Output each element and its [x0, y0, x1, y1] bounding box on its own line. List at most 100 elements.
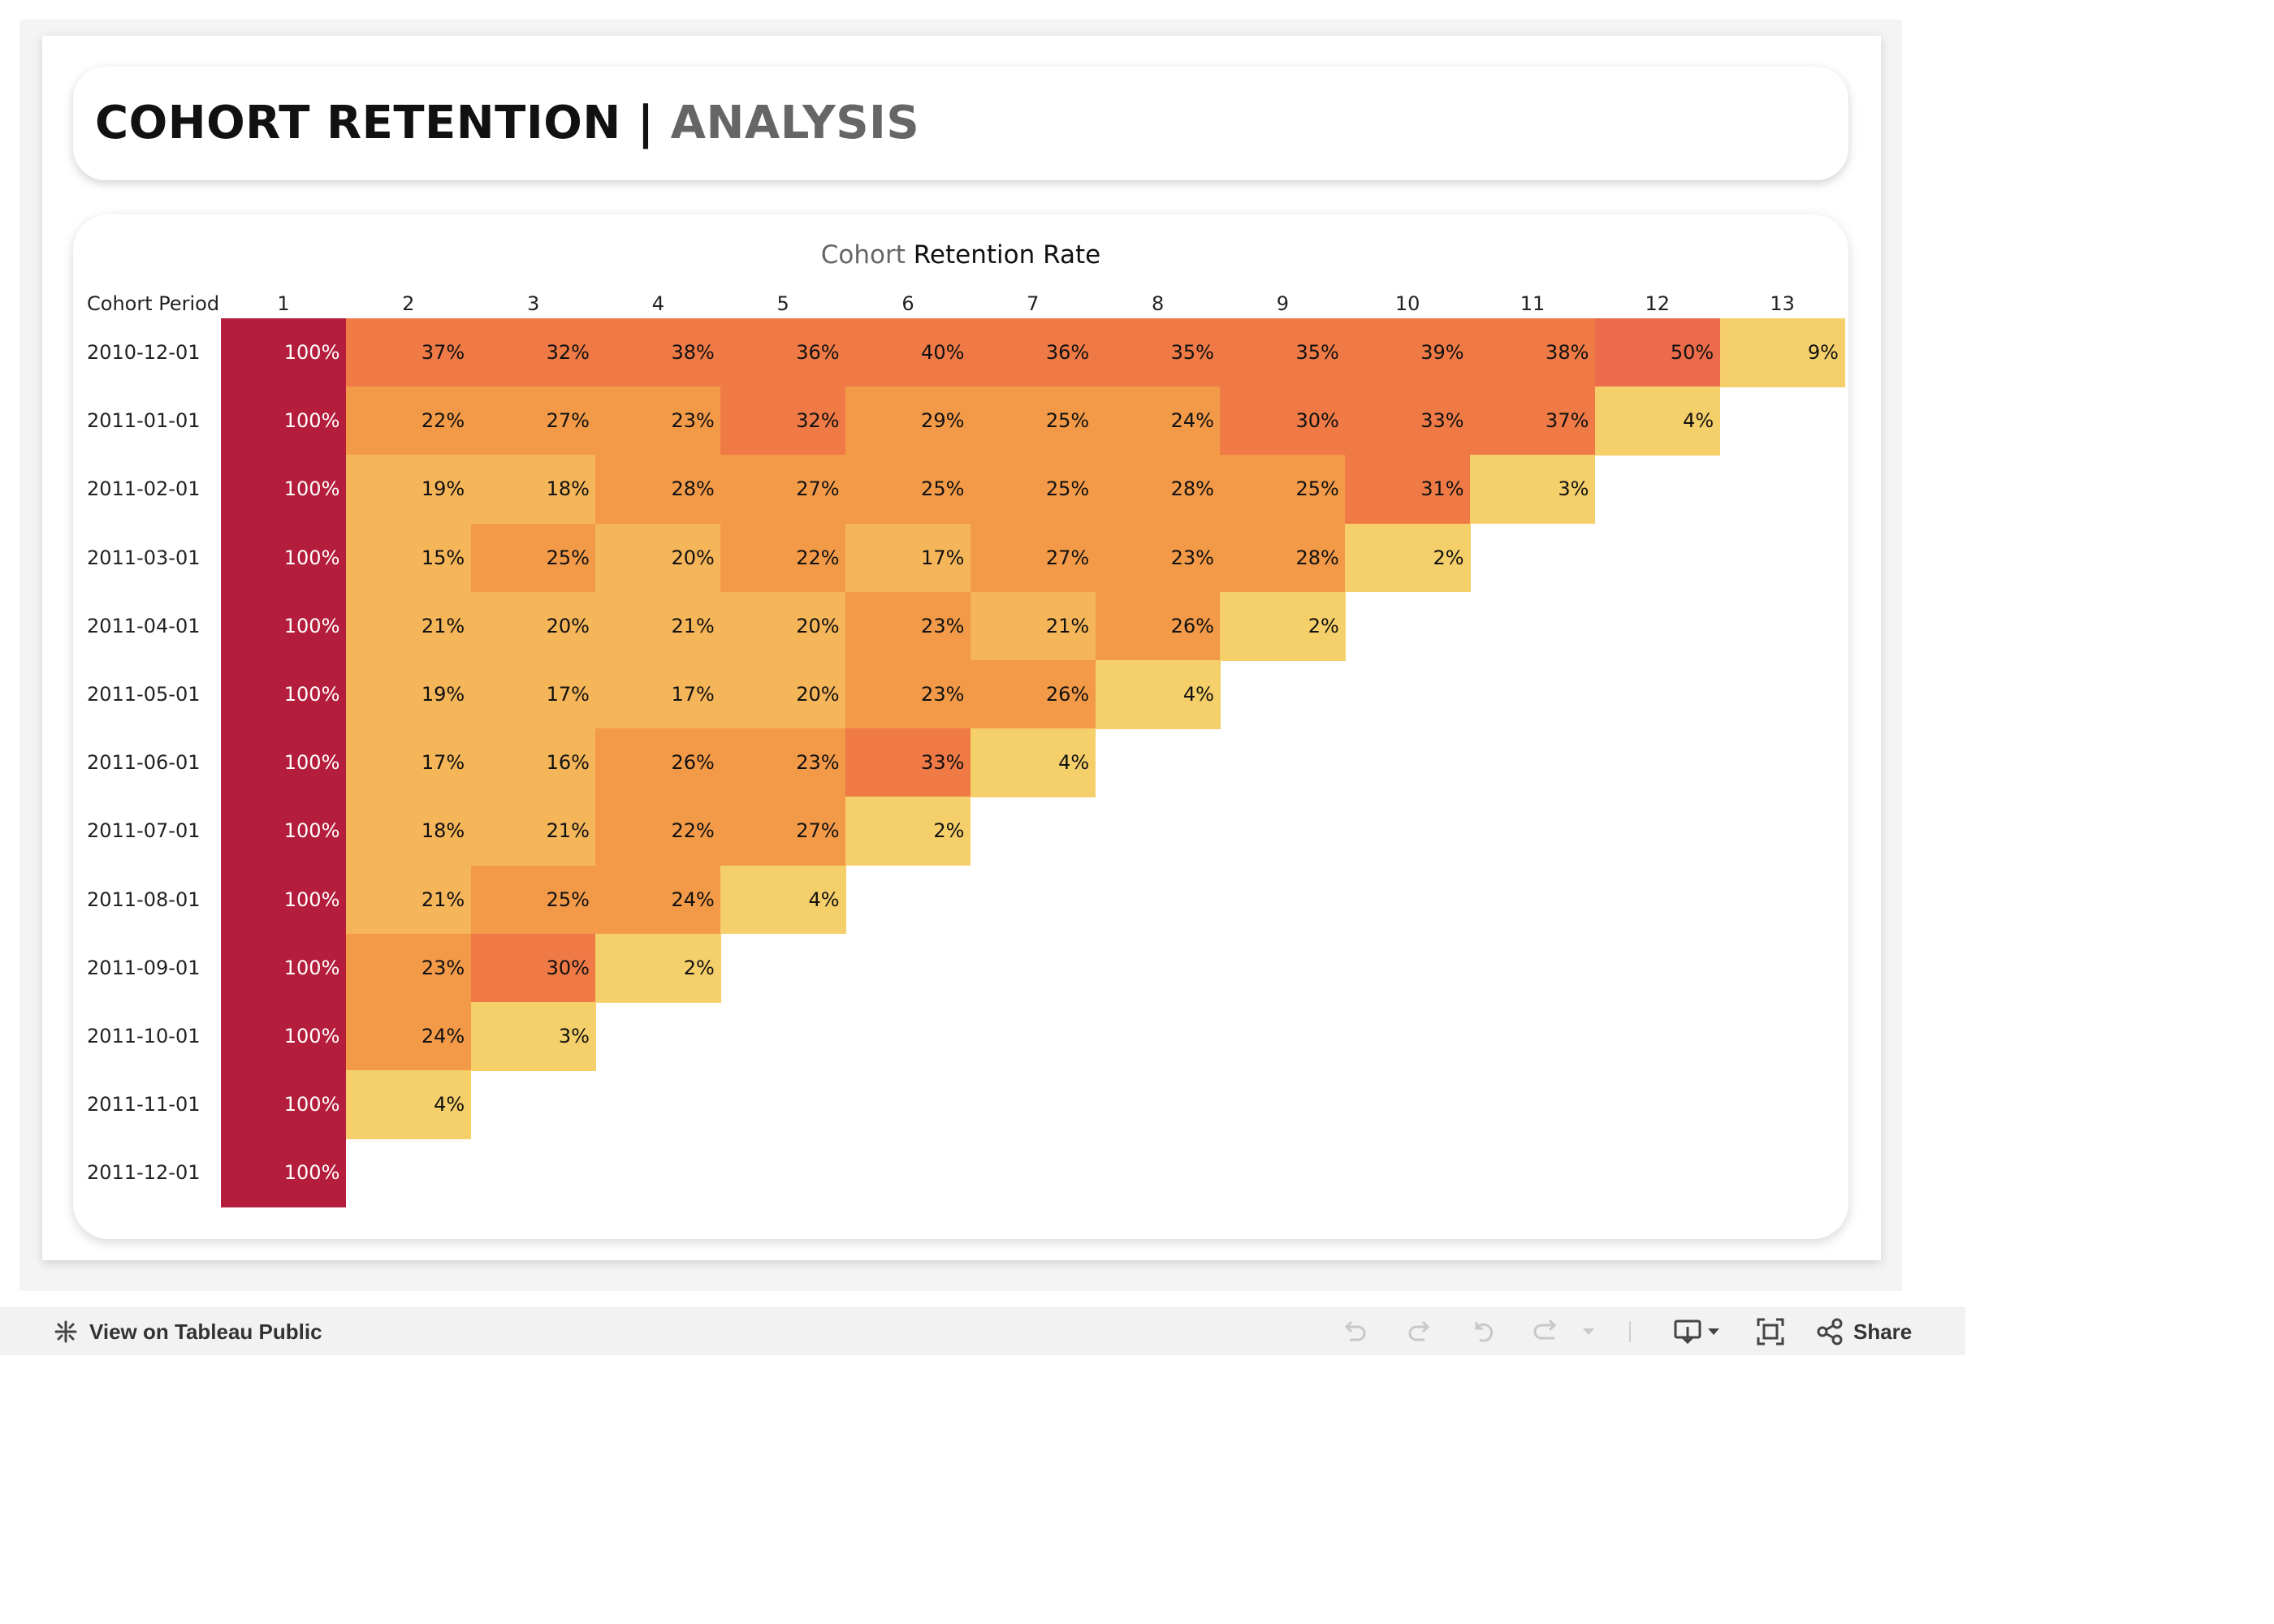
heatmap-cell[interactable]: 21%: [345, 591, 472, 661]
heatmap-cell[interactable]: 28%: [1095, 455, 1221, 525]
heatmap-cell[interactable]: 24%: [345, 1002, 472, 1071]
heatmap-cell[interactable]: 2%: [595, 933, 721, 1003]
heatmap-cell[interactable]: 36%: [970, 318, 1096, 387]
heatmap-cell[interactable]: 100%: [221, 797, 347, 866]
heatmap-cell[interactable]: 21%: [970, 591, 1096, 661]
refresh-dropdown[interactable]: [1582, 1308, 1595, 1355]
heatmap-cell[interactable]: 16%: [470, 728, 596, 797]
heatmap-cell[interactable]: 26%: [595, 728, 721, 797]
heatmap-cell[interactable]: 23%: [345, 933, 472, 1003]
redo-button[interactable]: [1405, 1308, 1434, 1355]
heatmap-cell[interactable]: 27%: [720, 797, 846, 866]
heatmap-cell[interactable]: 21%: [345, 865, 472, 935]
heatmap-cell[interactable]: 21%: [595, 591, 721, 661]
heatmap-cell[interactable]: 25%: [970, 455, 1096, 525]
heatmap-cell[interactable]: 17%: [470, 660, 596, 729]
heatmap-cell[interactable]: 23%: [845, 591, 971, 661]
heatmap-cell[interactable]: 17%: [845, 523, 971, 593]
heatmap-cell[interactable]: 17%: [595, 660, 721, 729]
heatmap-cell[interactable]: 100%: [221, 1070, 347, 1139]
heatmap-cell[interactable]: 33%: [1345, 387, 1471, 456]
heatmap-cell[interactable]: 4%: [1095, 660, 1221, 729]
fullscreen-button[interactable]: [1756, 1308, 1785, 1355]
heatmap-cell[interactable]: 28%: [1220, 523, 1346, 593]
heatmap-cell[interactable]: 37%: [345, 318, 472, 387]
heatmap-cell[interactable]: 100%: [221, 1002, 347, 1071]
heatmap-cell[interactable]: 31%: [1345, 455, 1471, 525]
undo-button[interactable]: [1340, 1308, 1369, 1355]
heatmap-cell[interactable]: 30%: [1220, 387, 1346, 456]
heatmap-cell[interactable]: 36%: [720, 318, 846, 387]
revert-button[interactable]: [1470, 1308, 1499, 1355]
heatmap-cell[interactable]: 100%: [221, 1138, 347, 1208]
heatmap-cell[interactable]: 21%: [470, 797, 596, 866]
heatmap-cell[interactable]: 25%: [970, 387, 1096, 456]
heatmap-cell[interactable]: 24%: [1095, 387, 1221, 456]
heatmap-cell[interactable]: 100%: [221, 387, 347, 456]
heatmap-cell[interactable]: 23%: [845, 660, 971, 729]
heatmap-cell[interactable]: 23%: [1095, 523, 1221, 593]
heatmap-cell[interactable]: 38%: [595, 318, 721, 387]
heatmap-cell[interactable]: 100%: [221, 591, 347, 661]
heatmap-cell[interactable]: 3%: [470, 1002, 596, 1071]
heatmap-cell[interactable]: 25%: [845, 455, 971, 525]
heatmap-cell[interactable]: 23%: [595, 387, 721, 456]
heatmap-cell[interactable]: 2%: [1220, 591, 1346, 661]
heatmap-cell[interactable]: 25%: [470, 865, 596, 935]
heatmap-cell[interactable]: 4%: [720, 865, 846, 935]
heatmap-cell[interactable]: 39%: [1345, 318, 1471, 387]
heatmap-cell[interactable]: 2%: [845, 797, 971, 866]
heatmap-cell[interactable]: 18%: [345, 797, 472, 866]
heatmap-cell[interactable]: 2%: [1345, 523, 1471, 593]
heatmap-cell[interactable]: 4%: [1594, 387, 1721, 456]
heatmap-cell[interactable]: 25%: [470, 523, 596, 593]
heatmap-cell[interactable]: 24%: [595, 865, 721, 935]
heatmap-cell[interactable]: 22%: [345, 387, 472, 456]
heatmap-cell[interactable]: 32%: [720, 387, 846, 456]
heatmap-cell[interactable]: 100%: [221, 660, 347, 729]
heatmap-cell[interactable]: 20%: [470, 591, 596, 661]
heatmap-cell[interactable]: 27%: [970, 523, 1096, 593]
heatmap-cell[interactable]: 20%: [595, 523, 721, 593]
heatmap-cell[interactable]: 100%: [221, 318, 347, 387]
heatmap-cell[interactable]: 17%: [345, 728, 472, 797]
heatmap-cell[interactable]: 100%: [221, 728, 347, 797]
heatmap-cell[interactable]: 22%: [595, 797, 721, 866]
heatmap-cell[interactable]: 20%: [720, 660, 846, 729]
heatmap-cell[interactable]: 100%: [221, 455, 347, 525]
heatmap-cell[interactable]: 40%: [845, 318, 971, 387]
heatmap-cell[interactable]: 29%: [845, 387, 971, 456]
heatmap-cell[interactable]: 32%: [470, 318, 596, 387]
heatmap-cell[interactable]: 9%: [1719, 318, 1845, 387]
heatmap-cell[interactable]: 20%: [720, 591, 846, 661]
heatmap-cell[interactable]: 4%: [970, 728, 1096, 797]
heatmap-cell[interactable]: 4%: [345, 1070, 472, 1139]
heatmap-cell[interactable]: 25%: [1220, 455, 1346, 525]
heatmap-cell[interactable]: 22%: [720, 523, 846, 593]
heatmap-cell[interactable]: 38%: [1470, 318, 1596, 387]
heatmap-cell[interactable]: 100%: [221, 933, 347, 1003]
heatmap-cell[interactable]: 30%: [470, 933, 596, 1003]
heatmap-cell[interactable]: 26%: [1095, 591, 1221, 661]
heatmap-cell[interactable]: 19%: [345, 660, 472, 729]
download-button[interactable]: [1673, 1308, 1720, 1355]
heatmap-cell[interactable]: 18%: [470, 455, 596, 525]
heatmap-cell[interactable]: 35%: [1220, 318, 1346, 387]
heatmap-cell[interactable]: 100%: [221, 865, 347, 935]
heatmap-cell[interactable]: 27%: [720, 455, 846, 525]
heatmap-cell[interactable]: 15%: [345, 523, 472, 593]
share-button[interactable]: Share: [1816, 1308, 1912, 1355]
heatmap-cell[interactable]: 37%: [1470, 387, 1596, 456]
heatmap-cell[interactable]: 23%: [720, 728, 846, 797]
heatmap-cell[interactable]: 35%: [1095, 318, 1221, 387]
heatmap-cell[interactable]: 27%: [470, 387, 596, 456]
heatmap-cell[interactable]: 26%: [970, 660, 1096, 729]
heatmap-cell[interactable]: 19%: [345, 455, 472, 525]
heatmap-cell[interactable]: 33%: [845, 728, 971, 797]
heatmap-cell[interactable]: 100%: [221, 523, 347, 593]
heatmap-cell[interactable]: 50%: [1594, 318, 1721, 387]
heatmap-cell[interactable]: 3%: [1470, 455, 1596, 525]
refresh-button[interactable]: [1530, 1308, 1563, 1355]
view-on-tableau-link[interactable]: View on Tableau Public: [52, 1308, 322, 1355]
heatmap-cell[interactable]: 28%: [595, 455, 721, 525]
